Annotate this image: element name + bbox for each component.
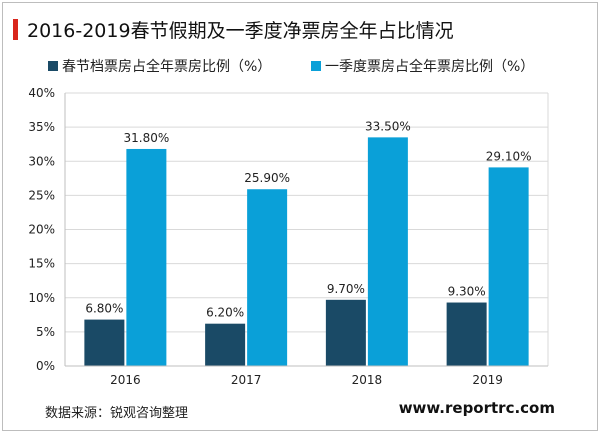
- bar-series-2-2018: [367, 137, 408, 366]
- legend: 春节档票房占全年票房比例（%） 一季度票房占全年票房比例（%）: [48, 56, 587, 76]
- y-tick-label: 10%: [28, 291, 55, 305]
- data-label-series-1-2019: 9.30%: [448, 285, 486, 299]
- bar-series-2-2019: [488, 167, 529, 366]
- bar-series-1-2016: [84, 319, 125, 366]
- bar-series-1-2019: [446, 302, 487, 366]
- bar-series-1-2018: [325, 299, 366, 366]
- y-tick-label: 35%: [28, 120, 55, 134]
- data-label-series-2-2019: 29.10%: [486, 149, 532, 163]
- bar-chart: 0% 5% 10% 15% 20% 25% 30% 35% 40% 6.80% 31.80% 2016…: [28, 86, 549, 387]
- data-label-series-2-2016: 31.80%: [123, 131, 169, 145]
- x-tick-label: 2019: [472, 373, 503, 387]
- legend-label-series-1: 春节档票房占全年票房比例（%）: [62, 59, 272, 75]
- y-tick-label: 20%: [28, 223, 55, 237]
- y-tick-label: 15%: [28, 257, 55, 271]
- bar-series-2-2017: [247, 189, 288, 366]
- data-label-series-1-2016: 6.80%: [85, 302, 123, 316]
- title-accent-bar: [13, 19, 18, 40]
- data-label-series-1-2017: 6.20%: [206, 306, 244, 320]
- data-label-series-2-2017: 25.90%: [244, 171, 290, 185]
- x-tick-label: 2018: [352, 373, 383, 387]
- y-tick-label: 40%: [28, 86, 55, 100]
- website-label: www.reportrc.com: [398, 399, 555, 417]
- y-tick-label: 25%: [28, 188, 55, 202]
- x-tick-label: 2016: [110, 373, 141, 387]
- x-tick-label: 2017: [231, 373, 262, 387]
- bar-series-2-2016: [126, 148, 167, 366]
- chart-frame: 2016-2019春节假期及一季度净票房全年占比情况 春节档票房占全年票房比例（…: [2, 2, 598, 431]
- chart-title: 2016-2019春节假期及一季度净票房全年占比情况: [27, 20, 454, 42]
- y-tick-label: 5%: [36, 325, 55, 339]
- source-note: 数据来源：锐观咨询整理: [45, 406, 189, 421]
- data-label-series-2-2018: 33.50%: [365, 119, 411, 133]
- legend-item-series-1: 春节档票房占全年票房比例（%）: [48, 56, 271, 76]
- legend-swatch-series-2: [311, 61, 321, 71]
- legend-item-series-2: 一季度票房占全年票房比例（%）: [311, 56, 534, 76]
- y-tick-label: 0%: [36, 359, 55, 373]
- legend-label-series-2: 一季度票房占全年票房比例（%）: [325, 59, 535, 75]
- y-tick-label: 30%: [28, 154, 55, 168]
- bar-series-1-2017: [205, 323, 246, 366]
- data-label-series-1-2018: 9.70%: [327, 282, 365, 296]
- legend-swatch-series-1: [48, 61, 58, 71]
